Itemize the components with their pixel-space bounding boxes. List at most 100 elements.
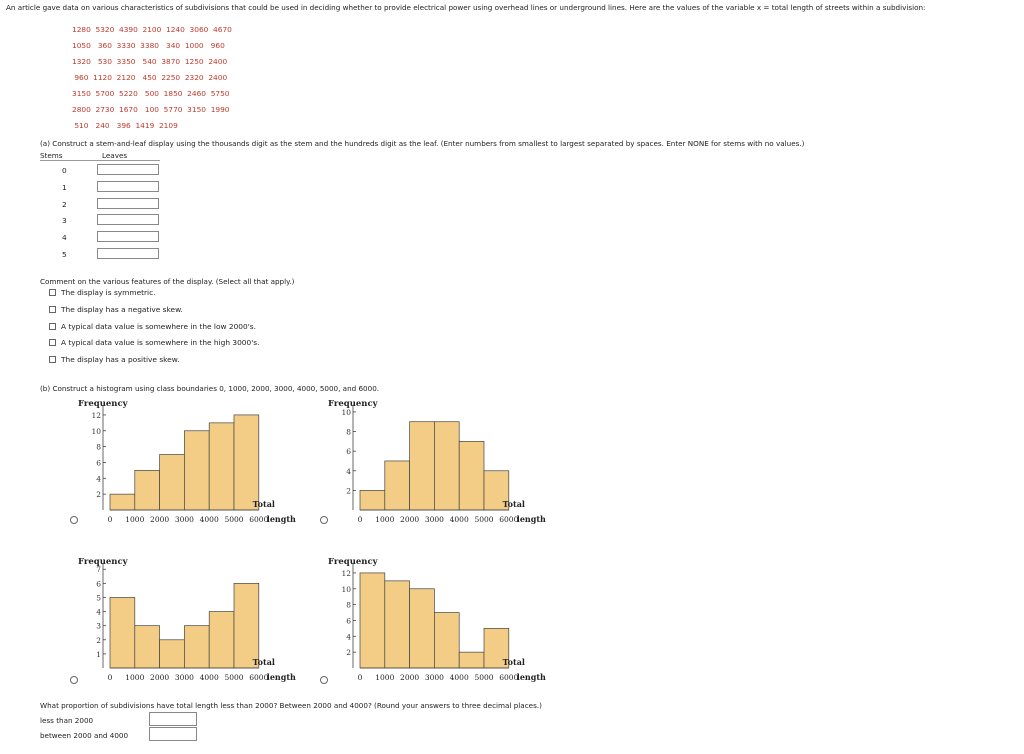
y-tick-label: 6 (96, 458, 101, 467)
y-tick-label: 1 (96, 650, 101, 659)
histogram-option-radio-3[interactable] (70, 676, 78, 684)
x-tick-label: 1000 (125, 673, 144, 682)
y-tick-label: 10 (91, 427, 101, 436)
histogram-bar (409, 588, 435, 669)
histogram-bar (409, 421, 435, 511)
y-axis-label: Frequency (78, 557, 129, 567)
y-tick-label: 4 (346, 467, 351, 476)
x-tick-label: 6000 (499, 515, 518, 524)
x-tick-label: 4000 (450, 515, 469, 524)
y-tick-label: 10 (341, 408, 351, 417)
histogram-bar (458, 440, 485, 511)
histogram-bar (458, 651, 485, 669)
x-tick-label: 3000 (175, 673, 194, 682)
x-tick-label: 2000 (150, 673, 169, 682)
data-row: 3150 5700 5220 500 1850 2460 5750 (72, 89, 230, 98)
x-tick-label: 5000 (474, 515, 493, 524)
leaf-input-0[interactable] (97, 164, 159, 175)
leaf-input-2[interactable] (97, 198, 159, 209)
option-label: The display is symmetric. (61, 288, 156, 297)
data-row: 510 240 396 1419 2109 (72, 121, 178, 130)
x-tick-label: 4000 (200, 673, 219, 682)
y-axis-label: Frequency (328, 399, 379, 409)
histogram-3: Frequency 1 2 3 4 5 6 7 0 1000 2000 3000 4000 5000 600… (78, 557, 296, 682)
histogram-bar (483, 628, 510, 669)
stem-label: 0 (62, 166, 67, 175)
x-tick-label: 1000 (375, 673, 394, 682)
y-tick-label: 7 (96, 565, 101, 574)
x-tick-label: 0 (358, 515, 363, 524)
x-tick-label: 0 (358, 673, 363, 682)
between-label: between 2000 and 4000 (40, 731, 129, 740)
x-tick-label: 4000 (450, 673, 469, 682)
option-label: The display has a negative skew. (61, 305, 183, 314)
comment-option[interactable]: The display has a positive skew. (49, 355, 179, 364)
histogram-bar (208, 422, 235, 511)
x-axis-label-line2: length (267, 514, 296, 524)
histogram-bar (233, 414, 260, 511)
leaf-input-3[interactable] (97, 214, 159, 225)
x-tick-label: 5000 (224, 673, 243, 682)
histogram-option-radio-4[interactable] (320, 676, 328, 684)
histogram-bar (359, 572, 386, 669)
stems-header: Stems (40, 151, 63, 160)
histogram-bar (483, 470, 510, 511)
x-tick-label: 2000 (150, 515, 169, 524)
histogram-2: Frequency 2 4 6 8 10 0 1000 2000 3000 4000 5000 6000… (328, 399, 546, 524)
leaf-input-4[interactable] (97, 231, 159, 242)
y-tick-label: 3 (96, 622, 101, 631)
histogram-option-radio-1[interactable] (70, 516, 78, 524)
data-row: 1320 530 3350 540 3870 1250 2400 (72, 57, 228, 66)
checkbox[interactable] (49, 356, 56, 363)
leaf-input-5[interactable] (97, 248, 159, 259)
histogram-bar (208, 611, 235, 669)
x-axis-label-line2: length (517, 672, 546, 682)
less-than-2000-input[interactable] (149, 712, 197, 726)
y-tick-label: 4 (96, 474, 101, 483)
part-b-question: (b) Construct a histogram using class bo… (40, 384, 380, 393)
stem-label: 4 (62, 233, 67, 242)
y-tick-label: 2 (346, 486, 351, 495)
comment-option[interactable]: The display is symmetric. (49, 288, 156, 297)
x-tick-label: 6000 (499, 673, 518, 682)
comment-option[interactable]: A typical data value is somewhere in the… (49, 338, 259, 347)
x-axis-label-line1: Total (253, 499, 275, 509)
between-2000-4000-input[interactable] (149, 727, 197, 741)
checkbox[interactable] (49, 289, 56, 296)
data-row: 1280 5320 4390 2100 1240 3060 4670 (72, 25, 232, 34)
x-axis-label-line1: Total (503, 499, 525, 509)
x-tick-label: 2000 (400, 515, 419, 524)
comment-option[interactable]: The display has a negative skew. (49, 305, 183, 314)
x-tick-label: 1000 (125, 515, 144, 524)
y-tick-label: 4 (346, 632, 351, 641)
histogram-bar (384, 460, 410, 511)
data-row: 1050 360 3330 3380 340 1000 960 (72, 41, 225, 50)
y-tick-label: 2 (96, 636, 101, 645)
y-tick-label: 12 (91, 411, 101, 420)
histogram-1: Frequency 2 4 6 8 10 12 0 1000 2000 3000 4000 5000 60… (78, 399, 296, 524)
stem-label: 3 (62, 216, 67, 225)
comment-prompt: Comment on the various features of the d… (40, 277, 295, 286)
x-tick-label: 5000 (474, 673, 493, 682)
leaf-input-1[interactable] (97, 181, 159, 192)
histogram-bar (434, 612, 460, 669)
x-tick-label: 1000 (375, 515, 394, 524)
data-row: 960 1120 2120 450 2250 2320 2400 (72, 73, 228, 82)
x-axis-label-line2: length (517, 514, 546, 524)
header-divider (40, 160, 160, 161)
histogram-bar (109, 493, 136, 511)
histogram-bar (134, 470, 160, 511)
x-tick-label: 5000 (224, 515, 243, 524)
y-tick-label: 6 (96, 579, 101, 588)
checkbox[interactable] (49, 323, 56, 330)
histogram-bar (434, 421, 460, 511)
histogram-bar (159, 454, 185, 511)
histogram-bar (184, 430, 210, 511)
stem-label: 5 (62, 250, 67, 259)
x-tick-label: 3000 (425, 515, 444, 524)
checkbox[interactable] (49, 339, 56, 346)
histogram-option-radio-2[interactable] (320, 516, 328, 524)
checkbox[interactable] (49, 306, 56, 313)
comment-option[interactable]: A typical data value is somewhere in the… (49, 322, 256, 331)
y-tick-label: 6 (346, 616, 351, 625)
